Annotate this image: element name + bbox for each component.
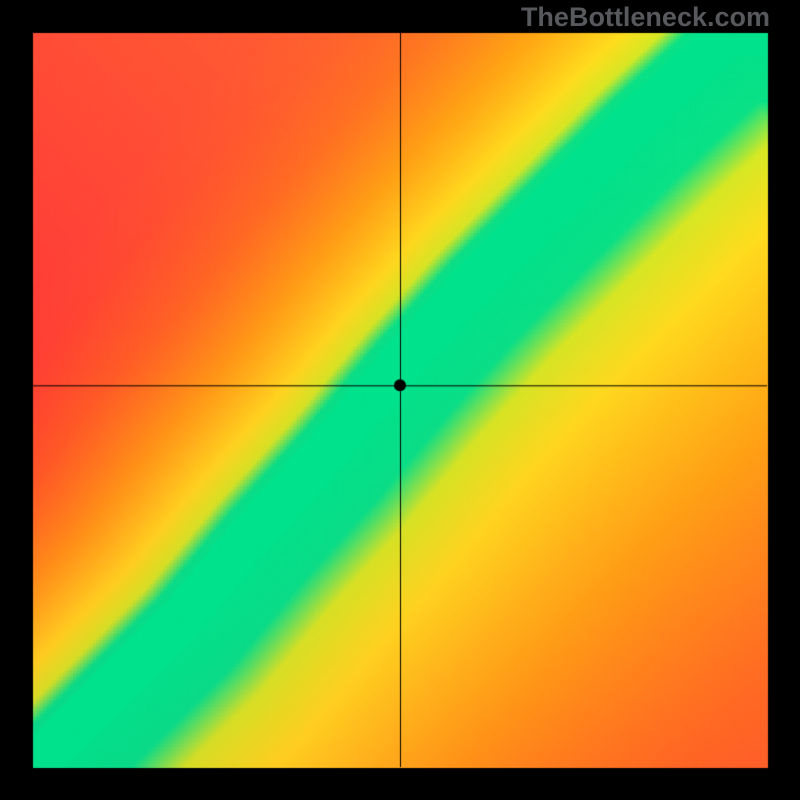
bottleneck-heatmap [0, 0, 800, 800]
chart-container: TheBottleneck.com [0, 0, 800, 800]
watermark-text: TheBottleneck.com [521, 2, 770, 33]
